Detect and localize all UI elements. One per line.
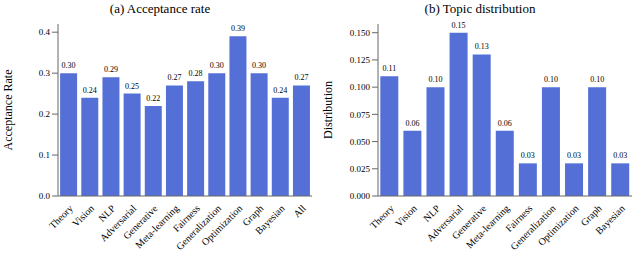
svg-text:Theory: Theory bbox=[368, 203, 396, 231]
svg-text:Generative: Generative bbox=[449, 202, 489, 242]
svg-text:Graph: Graph bbox=[240, 202, 266, 229]
svg-text:0.30: 0.30 bbox=[210, 61, 224, 70]
svg-text:Theory: Theory bbox=[47, 203, 75, 231]
svg-text:Vision: Vision bbox=[393, 203, 419, 229]
svg-text:0.03: 0.03 bbox=[613, 151, 627, 160]
svg-text:0.25: 0.25 bbox=[125, 82, 139, 91]
svg-text:0.10: 0.10 bbox=[544, 75, 558, 84]
svg-text:Vision: Vision bbox=[70, 203, 96, 229]
svg-text:Adversarial: Adversarial bbox=[424, 202, 466, 244]
svg-text:Meta-learning: Meta-learning bbox=[463, 202, 512, 251]
svg-text:NLP: NLP bbox=[96, 202, 118, 224]
svg-text:0.28: 0.28 bbox=[189, 69, 203, 78]
svg-text:Bayesian: Bayesian bbox=[593, 203, 627, 237]
svg-text:0.10: 0.10 bbox=[590, 75, 604, 84]
svg-text:0.10: 0.10 bbox=[428, 75, 442, 84]
svg-text:0.24: 0.24 bbox=[83, 86, 97, 95]
svg-text:0.03: 0.03 bbox=[567, 151, 581, 160]
svg-text:0.24: 0.24 bbox=[273, 86, 287, 95]
svg-text:Meta-learning: Meta-learning bbox=[133, 202, 181, 251]
svg-text:0.27: 0.27 bbox=[167, 73, 181, 82]
svg-text:0.000: 0.000 bbox=[350, 191, 371, 201]
svg-text:All: All bbox=[291, 203, 308, 220]
svg-text:0.39: 0.39 bbox=[231, 24, 245, 33]
svg-text:Adversarial: Adversarial bbox=[97, 202, 139, 244]
svg-text:0.15: 0.15 bbox=[452, 21, 466, 30]
svg-text:0.30: 0.30 bbox=[62, 61, 76, 70]
svg-text:0.06: 0.06 bbox=[498, 119, 512, 128]
svg-text:0.075: 0.075 bbox=[350, 110, 371, 120]
svg-text:Generative: Generative bbox=[120, 202, 160, 242]
svg-text:0.11: 0.11 bbox=[382, 64, 396, 73]
svg-text:Distribution: Distribution bbox=[321, 81, 335, 139]
svg-text:0.125: 0.125 bbox=[350, 55, 371, 65]
svg-text:Bayesian: Bayesian bbox=[253, 203, 287, 237]
html-text:(a) Acceptance rate: (a) Acceptance rate bbox=[109, 1, 211, 16]
svg-text:0.03: 0.03 bbox=[521, 151, 535, 160]
svg-text:0.22: 0.22 bbox=[146, 94, 160, 103]
svg-text:0.0: 0.0 bbox=[39, 191, 51, 201]
svg-text:0.050: 0.050 bbox=[350, 137, 371, 147]
svg-text:0.025: 0.025 bbox=[350, 164, 371, 174]
svg-text:Graph: Graph bbox=[578, 202, 604, 229]
svg-text:0.29: 0.29 bbox=[104, 65, 118, 74]
svg-text:Generalization: Generalization bbox=[508, 202, 558, 253]
svg-text:NLP: NLP bbox=[421, 202, 443, 224]
svg-text:0.30: 0.30 bbox=[252, 61, 266, 70]
svg-text:0.3: 0.3 bbox=[39, 68, 51, 78]
svg-text:0.13: 0.13 bbox=[475, 42, 489, 51]
svg-text:Optimization: Optimization bbox=[199, 203, 244, 248]
svg-text:0.1: 0.1 bbox=[39, 150, 50, 160]
svg-text:0.2: 0.2 bbox=[39, 109, 50, 119]
svg-text:0.100: 0.100 bbox=[350, 82, 371, 92]
svg-text:Fairness: Fairness bbox=[503, 202, 535, 234]
svg-text:Generalization: Generalization bbox=[173, 202, 224, 253]
svg-text:Acceptance Rate: Acceptance Rate bbox=[8, 70, 15, 151]
html-text:(b) Topic distribution: (b) Topic distribution bbox=[424, 1, 536, 16]
svg-text:0.150: 0.150 bbox=[350, 28, 371, 38]
svg-text:Optimization: Optimization bbox=[536, 203, 581, 248]
svg-text:Fairness: Fairness bbox=[170, 202, 202, 234]
svg-text:0.4: 0.4 bbox=[39, 27, 51, 37]
svg-text:0.06: 0.06 bbox=[405, 119, 419, 128]
svg-text:0.27: 0.27 bbox=[294, 73, 308, 82]
